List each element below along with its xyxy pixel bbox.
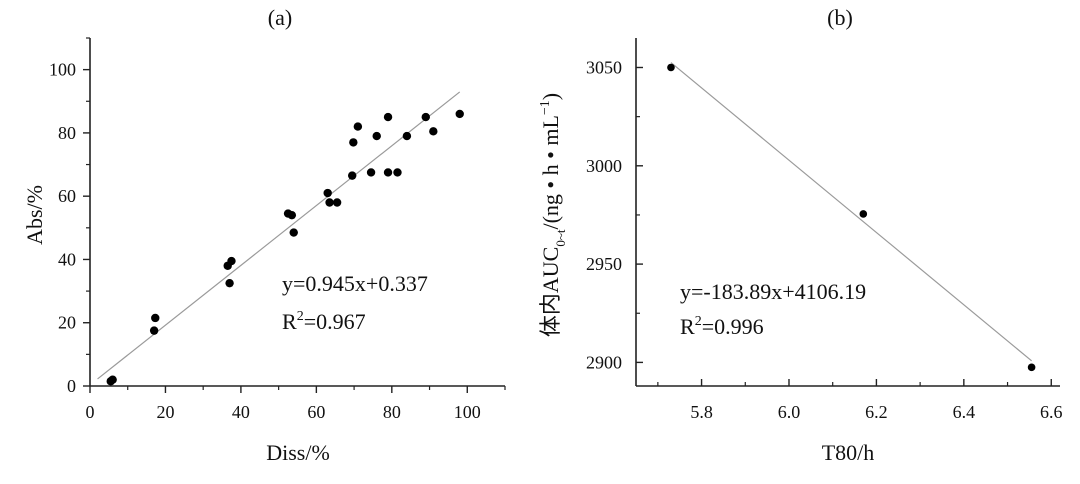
panel-a-data-point [289,228,298,237]
panel-b-r2: R2=0.996 [680,314,764,339]
panel-a-r2-value: =0.967 [304,309,366,334]
panel-b: (b) 5.8 6.0 6.2 6.4 6.6 2900 2950 3000 3050 T80/… [538,5,1063,465]
panel-a-x-tick-label: 0 [86,402,95,422]
panel-b-ylabel-unit: /(ng • h • mL [538,115,563,229]
panel-a-data-point [227,256,236,266]
panel-a-data-point [372,131,381,141]
panel-a-data-point [332,198,342,207]
panel-b-r2-prefix: R [680,314,695,339]
panel-a-data-point [353,122,363,131]
panel-b-data-point [667,63,675,72]
panel-b-x-tick-label: 6.6 [1040,402,1063,422]
panel-a-data-point [349,138,358,147]
panel-a-data-point [421,112,430,122]
panel-b-data-point [1027,363,1036,372]
panel-b-r2-value: =0.996 [702,314,764,339]
panel-a-ylabel: Abs/% [22,185,47,245]
panel-a-data-point [149,326,159,335]
panel-b-y-tick-label: 3050 [586,57,622,77]
panel-a-data-point [393,168,402,177]
panel-b-x-tick-label: 5.8 [690,402,713,422]
panel-a-data-point [323,188,332,198]
panel-a-x-tick-label: 80 [383,402,401,422]
panel-b-data-point [859,210,868,218]
panel-a-y-tick-label: 80 [58,123,76,143]
panel-b-x-tick-label: 6.4 [953,402,976,422]
panel-a-y-tick-label: 60 [58,186,76,206]
panel-a-r2-prefix: R [282,309,297,334]
panel-a-data-point [108,375,117,384]
panel-a-axes [89,38,505,387]
panel-b-r2-sup: 2 [695,314,702,329]
panel-a-data-point [455,109,464,119]
panel-a-data-point [325,198,334,207]
panel-a-ticks: 0 20 40 60 80 100 0 20 40 60 80 100 [49,37,506,422]
panel-a-points [106,109,464,386]
panel-a-title: (a) [268,5,292,30]
panel-a-y-tick-label: 100 [49,60,76,80]
panel-a-xlabel: Diss/% [266,440,330,465]
panel-b-ylabel-sub: 0~t [553,229,568,247]
panel-a-equation: y=0.945x+0.337 [282,271,428,296]
panel-a-data-point [383,112,393,122]
panel-a-x-tick-label: 20 [156,402,174,422]
panel-a-data-point [287,210,297,220]
panel-b-axes [635,38,1060,387]
panel-a-x-tick-label: 60 [307,402,325,422]
panel-b-ylabel: 体内AUC0~t/(ng • h • mL−1) [538,93,568,337]
panel-a-x-tick-label: 40 [232,402,250,422]
panel-b-x-tick-label: 6.2 [865,402,888,422]
panel-b-xlabel: T80/h [822,440,875,465]
panel-b-ylabel-main: 体内AUC [538,247,563,337]
panel-b-y-tick-label: 2900 [586,352,622,372]
panel-a-y-tick-label: 20 [58,313,76,333]
panel-a-data-point [348,171,357,180]
panel-b-ticks: 5.8 6.0 6.2 6.4 6.6 2900 2950 3000 3050 [586,57,1063,422]
panel-a-data-point [383,168,393,177]
panel-b-y-tick-label: 2950 [586,254,622,274]
panel-b-points [667,63,1036,372]
panel-a-r2-sup: 2 [297,309,304,324]
panel-b-equation: y=-183.89x+4106.19 [680,279,866,304]
panel-a-x-tick-label: 100 [454,402,481,422]
panel-b-y-tick-label: 3000 [586,156,622,176]
panel-b-fit-line [670,62,1032,362]
panel-a-data-point [366,168,376,177]
panel-b-ylabel-unit-sup: −1 [538,100,553,115]
panel-a-data-point [151,313,160,323]
panel-a-data-point [429,127,438,136]
panel-a-y-tick-label: 0 [67,376,76,396]
panel-a-data-point [402,131,412,141]
panel-a-r2: R2=0.967 [282,309,366,334]
panel-b-title: (b) [827,5,853,30]
panel-b-x-tick-label: 6.0 [778,402,801,422]
panel-b-ylabel-unit-close: ) [538,93,563,100]
panel-a-y-tick-label: 40 [58,249,76,269]
panel-b-regression-line [670,62,1032,362]
panel-a: (a) 0 20 40 60 80 100 0 20 40 60 80 100 Diss/% Abs/… [22,5,506,465]
panel-a-data-point [225,278,234,288]
